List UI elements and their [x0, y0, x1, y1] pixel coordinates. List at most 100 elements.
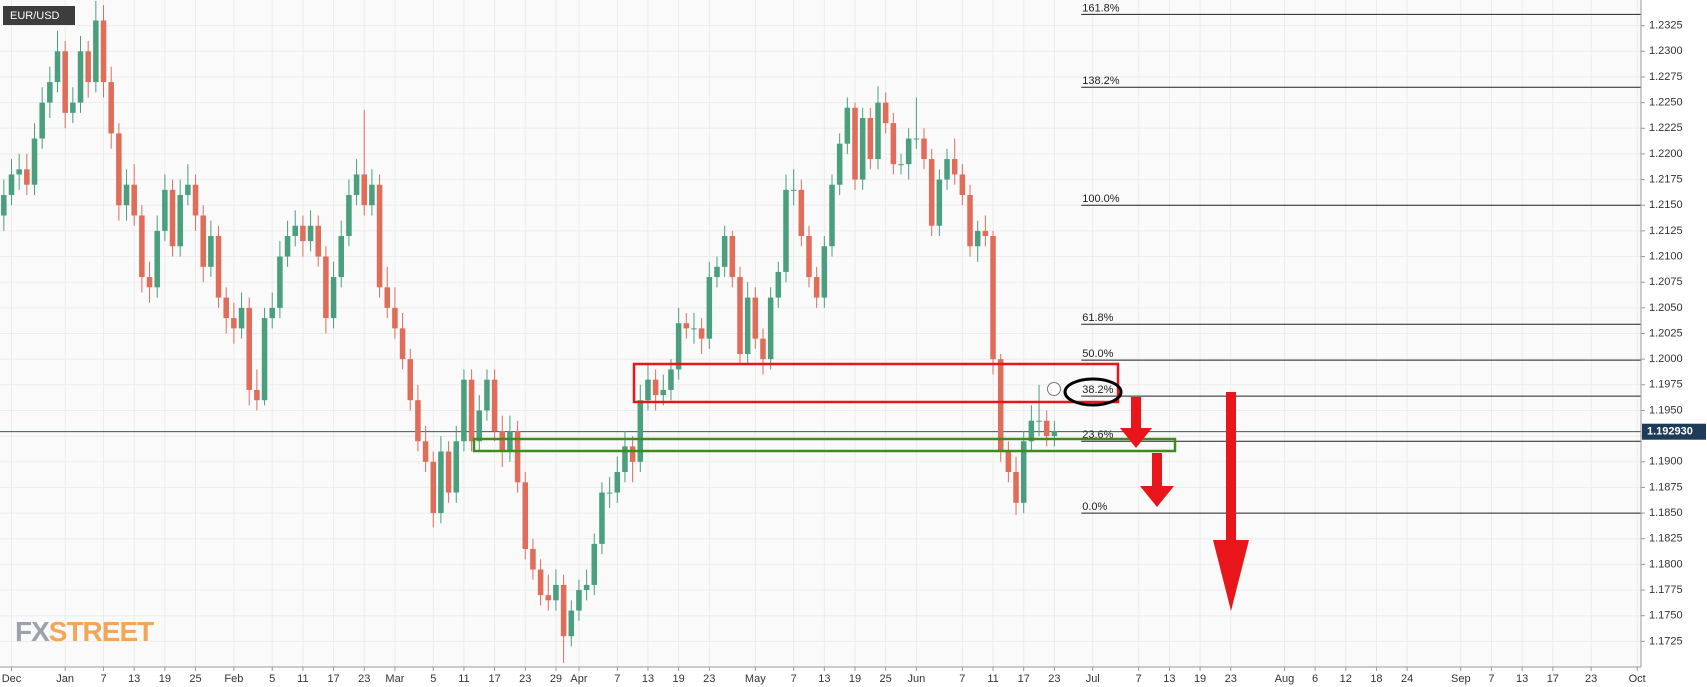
candle-body: [200, 215, 206, 267]
x-tick-label: 23: [1225, 673, 1237, 685]
candle-body: [683, 323, 690, 329]
candle-body: [790, 189, 797, 191]
y-tick-label: 1.2325: [1649, 20, 1683, 32]
candle-body: [192, 184, 199, 216]
x-tick-label: 18: [1370, 673, 1382, 685]
candle-body: [767, 297, 774, 360]
candle-body: [62, 51, 68, 113]
candle-body: [752, 297, 759, 339]
candle-body: [116, 133, 122, 206]
candle-body: [890, 123, 897, 165]
candle-body: [185, 184, 191, 195]
candle-body: [530, 548, 536, 570]
candle-body: [553, 584, 559, 601]
candle-body: [1020, 441, 1027, 503]
x-tick-label: 25: [880, 673, 892, 685]
y-tick-label: 1.1975: [1649, 379, 1683, 391]
y-tick-label: 1.2300: [1649, 45, 1683, 57]
logo-fx: FX: [15, 616, 50, 647]
last-price-label: 1.192930: [1647, 426, 1693, 438]
highlight-ellipse: [1063, 377, 1123, 407]
y-tick-label: 1.1850: [1649, 507, 1683, 519]
logo: FXSTREET: [15, 616, 154, 647]
fib-label: 138.2%: [1082, 75, 1120, 87]
y-tick-label: 1.2200: [1649, 148, 1683, 160]
candle-body: [16, 169, 22, 175]
x-tick-label: 6: [1312, 673, 1318, 685]
candle-body: [698, 328, 705, 339]
x-tick-label: 23: [1048, 673, 1060, 685]
candle-body: [882, 102, 889, 124]
candle-body: [422, 441, 429, 462]
candle-body: [783, 189, 789, 272]
candle-body: [660, 389, 667, 396]
y-tick-label: 1.1900: [1649, 456, 1683, 468]
candle-body: [990, 236, 996, 360]
y-tick-label: 1.2275: [1649, 71, 1683, 83]
symbol-badge: [3, 6, 75, 25]
y-tick-label: 1.2075: [1649, 276, 1683, 288]
x-tick-label: 7: [614, 673, 620, 685]
x-tick-label: May: [745, 673, 766, 685]
candle-body: [1013, 472, 1019, 503]
x-tick-label: Sep: [1451, 673, 1471, 685]
y-tick-label: 1.1725: [1649, 635, 1683, 647]
candle-body: [691, 328, 697, 330]
candle-body: [744, 297, 751, 355]
candle-body: [238, 307, 245, 329]
candle-body: [760, 338, 766, 360]
candle-body: [583, 584, 590, 591]
candle-body: [177, 194, 183, 247]
candle-body: [284, 236, 291, 257]
candle-body: [54, 51, 61, 83]
candle-body: [39, 102, 45, 139]
candle-body: [622, 446, 628, 473]
candle-body: [353, 174, 360, 195]
candle-body: [560, 584, 567, 637]
candle-body: [974, 230, 981, 247]
y-tick-label: 1.2150: [1649, 199, 1683, 211]
candle-body: [852, 107, 858, 180]
y-tick-label: 1.1775: [1649, 584, 1683, 596]
candle-body: [261, 318, 268, 401]
candle-body: [85, 51, 91, 83]
x-tick-label: Jun: [907, 673, 925, 685]
candle-body: [31, 138, 38, 185]
candle-body: [254, 389, 260, 401]
x-tick-label: 23: [1585, 673, 1597, 685]
arrow: [1213, 392, 1249, 611]
candle-body: [813, 277, 820, 298]
x-tick-label: Feb: [224, 673, 243, 685]
candle-body: [859, 118, 866, 180]
y-tick-label: 1.2050: [1649, 302, 1683, 314]
x-tick-label: 13: [1516, 673, 1528, 685]
x-tick-label: 19: [1194, 673, 1206, 685]
candle-body: [545, 595, 552, 601]
x-tick-label: 11: [458, 673, 469, 685]
candle-body: [706, 277, 713, 339]
x-tick-label: 7: [1488, 673, 1494, 685]
candle-body: [936, 179, 943, 226]
candle-body: [1036, 420, 1042, 422]
candle-body: [614, 472, 621, 493]
candle-body: [637, 400, 644, 462]
candle-body: [131, 184, 137, 216]
candle-body: [292, 225, 298, 237]
candle-body: [729, 236, 736, 278]
candle-body: [1043, 420, 1050, 437]
candle-body: [491, 379, 498, 431]
candle-body: [721, 236, 728, 267]
x-tick-label: 5: [269, 673, 275, 685]
y-tick-label: 1.2100: [1649, 250, 1683, 262]
candle-body: [468, 379, 475, 442]
candle-body: [522, 482, 529, 549]
candle-body: [307, 225, 314, 242]
fib-label: 100.0%: [1082, 193, 1120, 205]
candle-body: [47, 82, 53, 103]
candle-body: [300, 225, 306, 242]
x-tick-label: 29: [550, 673, 562, 685]
candle-body: [162, 189, 168, 231]
candle-body: [1028, 420, 1035, 442]
x-tick-label: Jul: [1086, 673, 1100, 685]
candle-body: [775, 271, 782, 298]
